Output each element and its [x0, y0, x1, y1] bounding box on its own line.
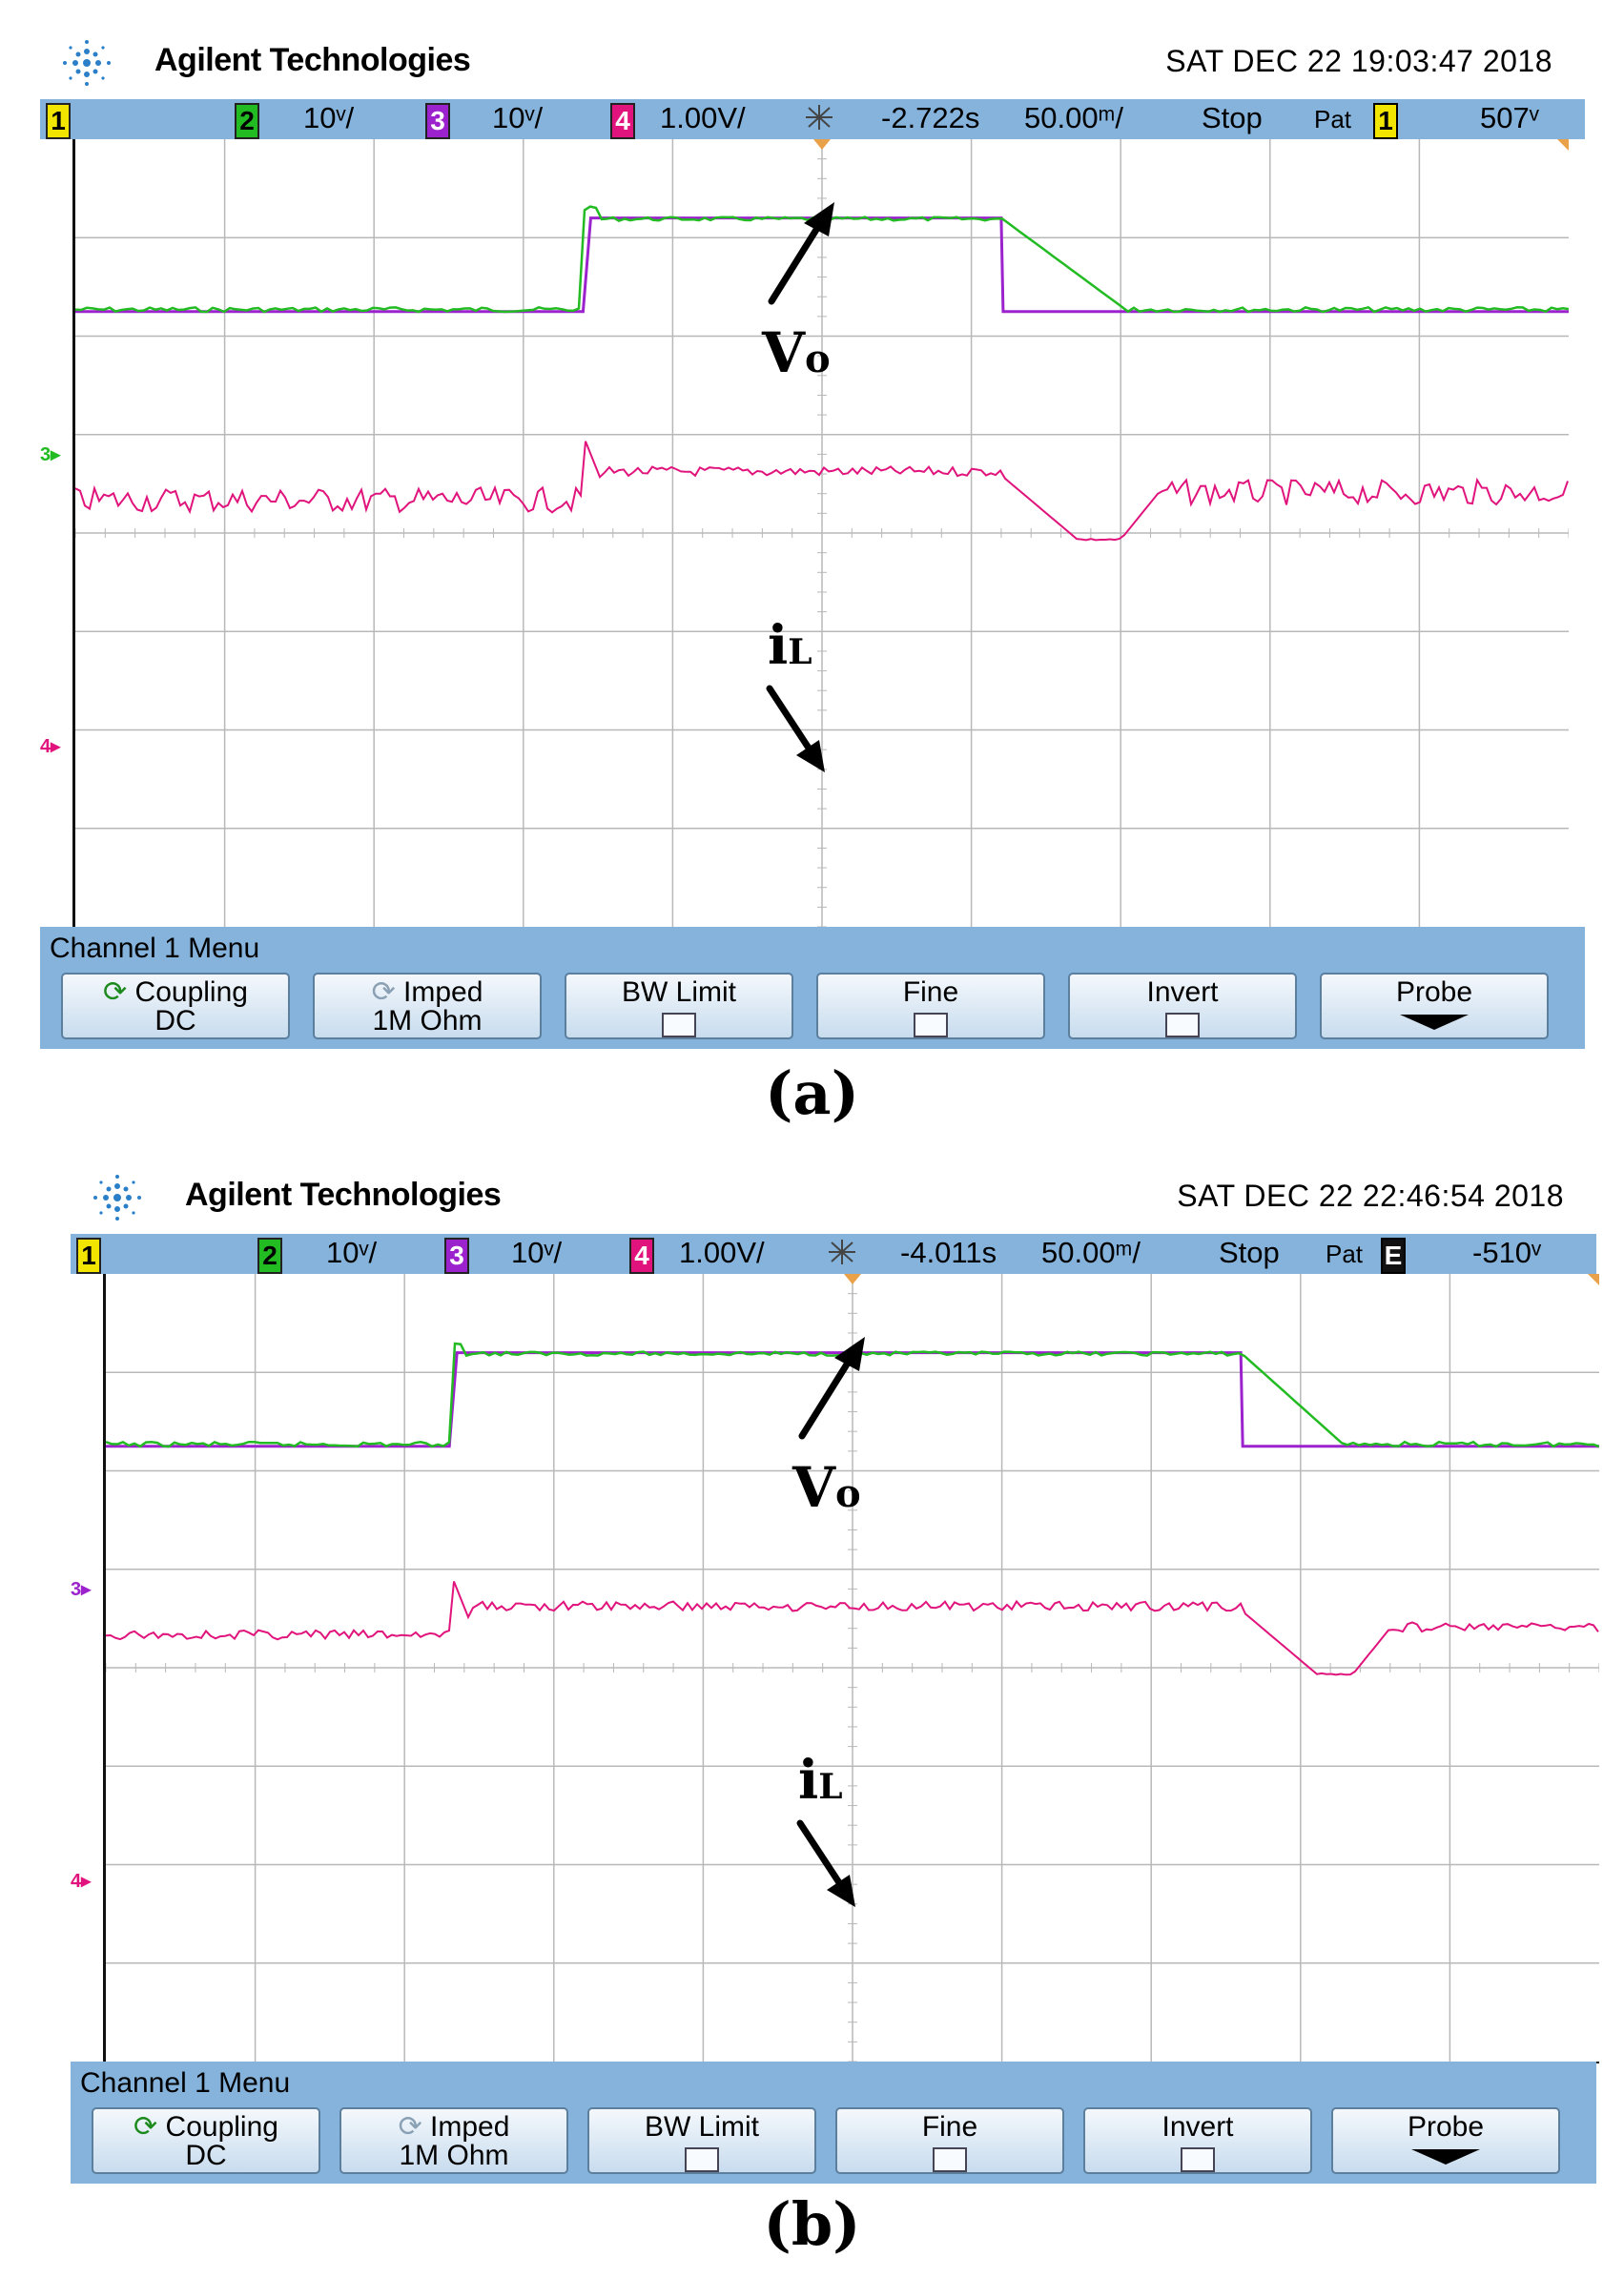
- ch4-scale: 1.00V/: [679, 1236, 765, 1269]
- brand-name: Agilent Technologies: [154, 42, 471, 78]
- waveform-display[interactable]: Vo iL: [72, 139, 1569, 929]
- il-label: iL: [768, 614, 812, 677]
- bw-limit-softkey[interactable]: BW Limit: [565, 973, 793, 1039]
- timebase: 50.00ᵐ/: [1041, 1236, 1141, 1269]
- trigger-mode: Pat: [1314, 105, 1352, 133]
- timebase: 50.00ᵐ/: [1024, 101, 1123, 134]
- bw-limit-checkbox[interactable]: [662, 1013, 696, 1037]
- il-trace: [106, 1581, 1599, 1676]
- il-trace: [75, 441, 1569, 542]
- caption-b: (b): [763, 2189, 861, 2259]
- run-state[interactable]: Stop: [1202, 101, 1263, 134]
- agilent-spark-logo-icon: [93, 1175, 141, 1221]
- trigger-position-marker: [813, 139, 831, 150]
- il-arrow-icon: [766, 685, 813, 753]
- ch3-ground-marker: 3▸: [71, 1579, 92, 1600]
- waveform-display[interactable]: Vo iL: [103, 1274, 1599, 2063]
- down-arrow-icon: [1400, 1015, 1469, 1030]
- status-bar: 1 2 10ᵛ/ 3 10ᵛ/ 4 1.00V/ -4.011s 50.00ᵐ/…: [71, 1234, 1596, 1274]
- rotate-arrow-icon: ⟳: [134, 2111, 158, 2143]
- trigger-level-marker: [1557, 139, 1569, 151]
- il-label: iL: [798, 1749, 843, 1812]
- ch2-scale: 10ᵛ/: [326, 1236, 378, 1269]
- down-arrow-icon: [1411, 2149, 1480, 2165]
- datetime: SAT DEC 22 22:46:54 2018: [1177, 1179, 1564, 1213]
- trigger-level: 507ᵛ: [1480, 101, 1539, 134]
- invert-checkbox[interactable]: [1181, 2147, 1215, 2172]
- horizontal-delay: -4.011s: [900, 1236, 997, 1269]
- ch4-scale: 1.00V/: [660, 101, 746, 134]
- status-bar: 1 2 10ᵛ/ 3 10ᵛ/ 4 1.00V/ -2.722s 50.00ᵐ/…: [40, 99, 1585, 139]
- rotate-arrow-icon: ⟳: [398, 2111, 422, 2143]
- trigger-mode: Pat: [1326, 1240, 1364, 1268]
- brand-header: Agilent Technologies SAT DEC 22 19:03:47…: [40, 34, 1585, 99]
- softkey-menu: Channel 1 Menu ⟳ Coupling DC ⟳ Imped 1M …: [71, 2062, 1596, 2184]
- trigger-burst-icon: [803, 103, 835, 139]
- il-arrowhead: [827, 1875, 855, 1907]
- coupling-softkey[interactable]: ⟳ Coupling DC: [92, 2107, 320, 2174]
- ch4-ground-marker: 4▸: [71, 1871, 92, 1892]
- brand-name: Agilent Technologies: [185, 1177, 502, 1213]
- trigger-level: -510ᵛ: [1472, 1236, 1542, 1269]
- oscilloscope-panel-a: Agilent Technologies SAT DEC 22 19:03:47…: [40, 34, 1585, 1049]
- graticule: [75, 139, 1569, 927]
- probe-softkey[interactable]: Probe: [1320, 973, 1549, 1039]
- vo-arrow-icon: [798, 1356, 853, 1440]
- trigger-burst-icon: [826, 1238, 858, 1274]
- softkey-menu: Channel 1 Menu ⟳ Coupling DC ⟳ Imped 1M …: [40, 927, 1585, 1049]
- bw-limit-softkey[interactable]: BW Limit: [587, 2107, 816, 2174]
- ch3-scale: 10ᵛ/: [492, 101, 544, 134]
- impedance-softkey[interactable]: ⟳ Imped 1M Ohm: [313, 973, 542, 1039]
- rotate-arrow-icon: ⟳: [371, 976, 396, 1008]
- graticule: [106, 1274, 1599, 2062]
- vo-arrowhead: [804, 202, 834, 236]
- il-arrow-icon: [796, 1819, 844, 1888]
- fine-checkbox[interactable]: [933, 2147, 967, 2172]
- waveform-svg: [75, 139, 1569, 927]
- caption-a: (a): [765, 1058, 859, 1128]
- fine-softkey[interactable]: Fine: [816, 973, 1045, 1039]
- menu-title: Channel 1 Menu: [50, 933, 260, 964]
- oscilloscope-panel-b: Agilent Technologies SAT DEC 22 22:46:54…: [71, 1169, 1599, 2184]
- menu-title: Channel 1 Menu: [80, 2067, 291, 2099]
- bw-limit-checkbox[interactable]: [685, 2147, 719, 2172]
- vo-label: Vo: [792, 1455, 861, 1520]
- invert-checkbox[interactable]: [1165, 1013, 1200, 1037]
- il-arrowhead: [796, 740, 825, 772]
- ch4-ground-marker: 4▸: [40, 736, 61, 757]
- run-state[interactable]: Stop: [1219, 1236, 1280, 1269]
- waveform-svg: [106, 1274, 1599, 2062]
- ch3-ground-marker: 3▸: [40, 444, 61, 465]
- invert-softkey[interactable]: Invert: [1083, 2107, 1312, 2174]
- datetime: SAT DEC 22 19:03:47 2018: [1165, 44, 1552, 78]
- ch2-scale: 10ᵛ/: [303, 101, 355, 134]
- agilent-spark-logo-icon: [63, 40, 111, 86]
- vo-label: Vo: [762, 320, 831, 385]
- ch3-scale: 10ᵛ/: [511, 1236, 563, 1269]
- vo-arrow-icon: [768, 221, 823, 305]
- vo-arrowhead: [834, 1337, 865, 1371]
- probe-softkey[interactable]: Probe: [1331, 2107, 1560, 2174]
- brand-header: Agilent Technologies SAT DEC 22 22:46:54…: [71, 1169, 1596, 1234]
- impedance-softkey[interactable]: ⟳ Imped 1M Ohm: [339, 2107, 568, 2174]
- rotate-arrow-icon: ⟳: [103, 976, 128, 1008]
- trigger-level-marker: [1588, 1274, 1599, 1285]
- fine-softkey[interactable]: Fine: [835, 2107, 1064, 2174]
- horizontal-delay: -2.722s: [881, 101, 980, 134]
- fine-checkbox[interactable]: [914, 1013, 948, 1037]
- trigger-position-marker: [844, 1274, 861, 1284]
- invert-softkey[interactable]: Invert: [1068, 973, 1297, 1039]
- coupling-softkey[interactable]: ⟳ Coupling DC: [61, 973, 290, 1039]
